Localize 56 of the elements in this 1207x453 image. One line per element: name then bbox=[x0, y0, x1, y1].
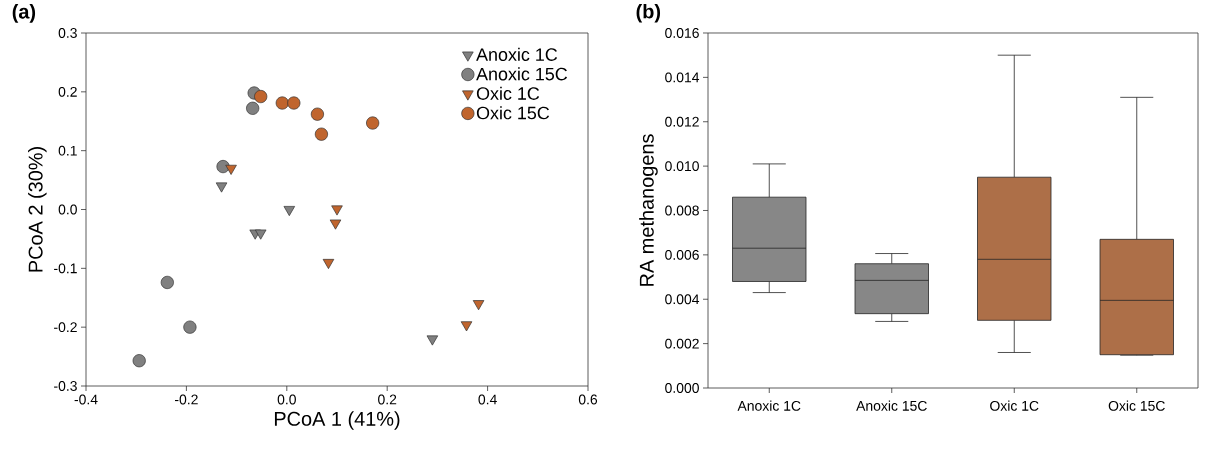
point bbox=[160, 275, 174, 289]
y-tick-label: 0.0 bbox=[58, 204, 77, 215]
point bbox=[460, 321, 473, 332]
y-tick-label: -0.2 bbox=[54, 322, 77, 333]
x-tick-label: -0.4 bbox=[74, 394, 98, 405]
y-tick-label: 0.010 bbox=[665, 161, 699, 172]
x-tick-label: 0.6 bbox=[578, 394, 598, 405]
y-tick-label: -0.3 bbox=[54, 381, 77, 391]
y-axis-title: PCoA 2 (30%) bbox=[28, 147, 47, 272]
y-tick-label: -0.1 bbox=[54, 263, 77, 274]
point bbox=[472, 300, 485, 311]
legend-label: Oxic 15C bbox=[476, 106, 550, 120]
x-tick-label: 0.0 bbox=[277, 394, 296, 405]
chart-title: (a) bbox=[12, 4, 36, 23]
y-tick-label: 0.008 bbox=[665, 205, 699, 216]
x-tick-label: -0.2 bbox=[175, 394, 198, 405]
point bbox=[283, 206, 296, 217]
legend-label: Anoxic 15C bbox=[476, 67, 568, 81]
y-tick-label: 0.1 bbox=[58, 145, 77, 156]
point bbox=[246, 101, 260, 115]
y-tick-label: 0.004 bbox=[665, 294, 700, 305]
point bbox=[329, 219, 342, 230]
x-tick-label: Oxic 1C bbox=[990, 400, 1039, 411]
point bbox=[132, 354, 146, 368]
x-tick-label: 0.2 bbox=[378, 394, 397, 405]
x-axis-title: PCoA 1 (41%) bbox=[274, 411, 400, 430]
point bbox=[366, 116, 380, 130]
point bbox=[254, 229, 267, 240]
y-tick-label: 0.000 bbox=[665, 383, 699, 393]
point bbox=[254, 89, 268, 104]
y-tick-label: 0.002 bbox=[665, 338, 699, 349]
point bbox=[215, 182, 228, 193]
x-tick-label: Oxic 15C bbox=[1108, 400, 1165, 411]
point bbox=[322, 259, 335, 269]
point bbox=[310, 107, 324, 121]
x-tick-label: Anoxic 1C bbox=[737, 400, 801, 411]
y-tick-label: 0.2 bbox=[58, 86, 77, 97]
point bbox=[216, 160, 230, 174]
y-tick-label: 0.3 bbox=[58, 28, 77, 38]
chart-title: (b) bbox=[636, 3, 661, 23]
y-tick-label: 0.014 bbox=[665, 72, 700, 83]
y-axis-title: RA methanogens bbox=[639, 134, 658, 286]
x-tick-label: Anoxic 15C bbox=[856, 400, 927, 411]
y-tick-label: 0.012 bbox=[665, 116, 699, 127]
point bbox=[331, 205, 343, 216]
y-tick-label: 0.006 bbox=[665, 249, 699, 260]
point bbox=[426, 335, 439, 346]
x-tick-label: 0.4 bbox=[478, 394, 497, 405]
point bbox=[225, 164, 237, 175]
point bbox=[314, 127, 328, 141]
point bbox=[275, 96, 289, 110]
point bbox=[183, 320, 197, 334]
legend-label: Anoxic 1C bbox=[476, 47, 558, 61]
y-tick-label: 0.016 bbox=[665, 28, 699, 38]
point bbox=[287, 96, 301, 110]
legend-label: Oxic 1C bbox=[476, 86, 540, 100]
